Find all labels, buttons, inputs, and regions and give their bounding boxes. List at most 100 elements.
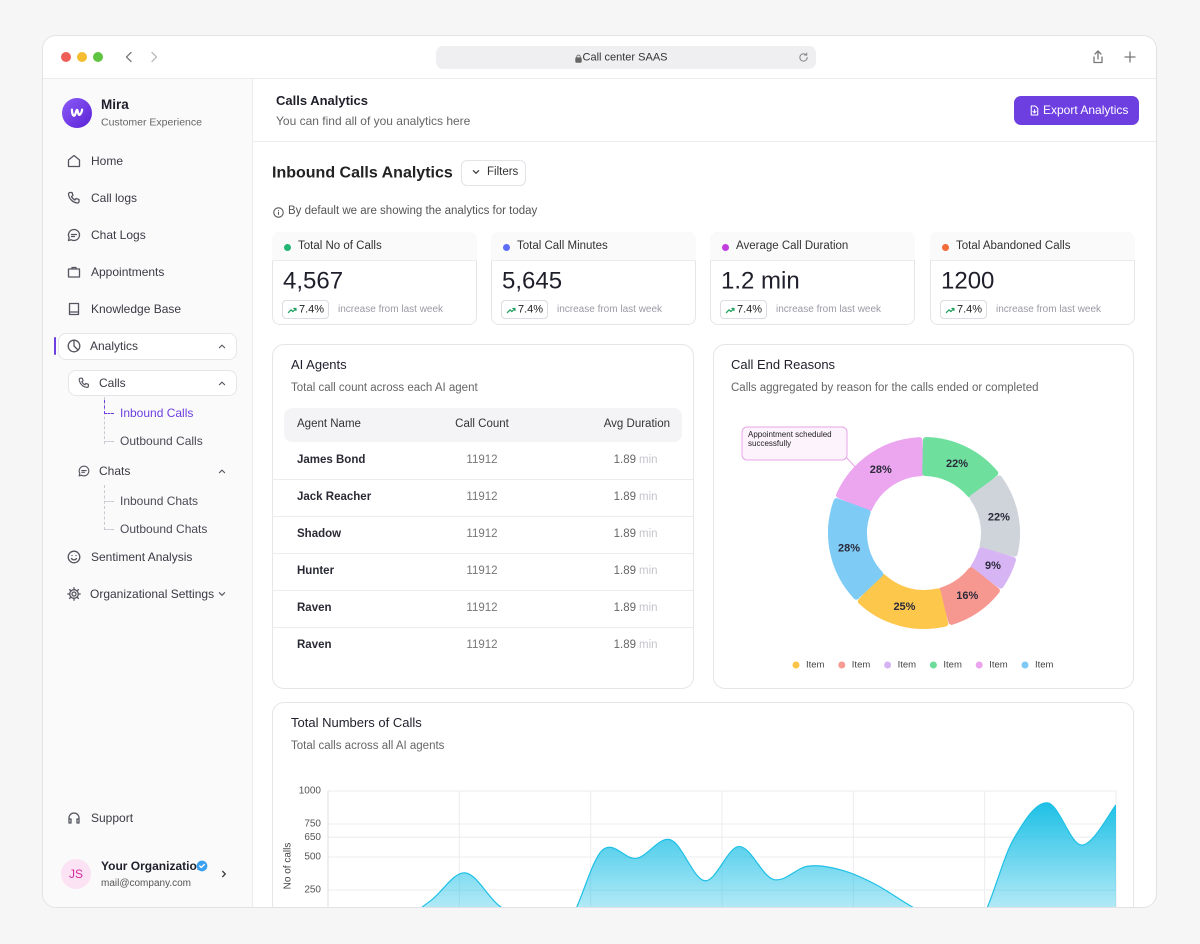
nav-icon bbox=[78, 377, 89, 388]
trend-icon bbox=[725, 307, 735, 313]
nav-item[interactable] bbox=[58, 221, 237, 249]
user-email: mail@company.com bbox=[101, 878, 191, 889]
icon-part bbox=[81, 469, 87, 473]
sub-nav-label[interactable]: Outbound Chats bbox=[120, 521, 208, 536]
reload-icon bbox=[798, 52, 808, 62]
card-title: Call End Reasons bbox=[731, 357, 836, 373]
avatar bbox=[61, 859, 91, 889]
tree-line-active bbox=[104, 400, 105, 414]
icon-part bbox=[798, 52, 808, 62]
chevron-icon bbox=[218, 344, 226, 349]
window-control[interactable] bbox=[77, 52, 87, 62]
brand-subtitle: Customer Experience bbox=[101, 116, 202, 129]
header-divider bbox=[253, 141, 1156, 142]
nav-icon bbox=[68, 302, 80, 316]
nav-icon bbox=[67, 266, 81, 278]
icon-part bbox=[70, 233, 78, 238]
export-button[interactable] bbox=[1014, 96, 1139, 125]
kpi-dot bbox=[284, 244, 291, 251]
support-icon bbox=[68, 812, 80, 824]
lock-icon bbox=[574, 54, 582, 63]
icon-part bbox=[151, 51, 158, 63]
column-header: Avg Duration bbox=[603, 418, 670, 431]
icon-part bbox=[70, 108, 84, 117]
nav-label[interactable]: Organizational Settings bbox=[90, 586, 215, 601]
nav-label: Home bbox=[91, 153, 124, 168]
kpi-note: increase from last week bbox=[996, 304, 1102, 315]
window-control[interactable] bbox=[61, 52, 71, 62]
kpi-change-badge bbox=[282, 300, 329, 319]
url-text: Call center SAAS bbox=[582, 51, 668, 64]
icon-part bbox=[218, 381, 226, 386]
nav-label[interactable]: Sentiment Analysis bbox=[91, 549, 193, 564]
kpi-note: increase from last week bbox=[338, 304, 444, 315]
filter-icon bbox=[472, 169, 480, 175]
icon-part bbox=[1124, 51, 1136, 63]
kpi-label: Total Call Minutes bbox=[517, 240, 608, 253]
avatar-initials: JS bbox=[68, 866, 84, 881]
kpi-change: 7.4% bbox=[957, 303, 983, 316]
card-subtitle: Total call count across each AI agent bbox=[291, 382, 478, 395]
brand-mark bbox=[70, 108, 84, 117]
filters-button[interactable] bbox=[461, 160, 526, 186]
icon-part bbox=[67, 266, 81, 278]
agent-name: Jack Reacher bbox=[297, 491, 372, 504]
avg-duration: 1.89 bbox=[613, 565, 636, 578]
new-tab-icon bbox=[1124, 51, 1136, 63]
nav-icon bbox=[78, 465, 90, 477]
filters-label: Filters bbox=[487, 166, 519, 179]
icon-part bbox=[575, 54, 581, 58]
tree-branch bbox=[104, 413, 114, 414]
sub-nav-label[interactable]: Inbound Calls bbox=[120, 405, 194, 420]
call-count: 11912 bbox=[466, 639, 498, 652]
icon-part bbox=[67, 550, 81, 564]
window-control[interactable] bbox=[93, 52, 103, 62]
column-header: Agent Name bbox=[297, 418, 361, 431]
tree-branch bbox=[104, 529, 114, 530]
kpi-note: increase from last week bbox=[557, 304, 663, 315]
sub-nav-label[interactable]: Outbound Calls bbox=[120, 433, 203, 448]
nav-icon bbox=[67, 587, 81, 601]
icon-part bbox=[221, 870, 227, 878]
nav-item-calls[interactable] bbox=[68, 370, 237, 396]
nav-icon bbox=[67, 191, 80, 204]
kpi-note: increase from last week bbox=[776, 304, 882, 315]
avg-duration: 1.89 bbox=[613, 528, 636, 541]
avg-duration: 1.89 bbox=[613, 639, 636, 652]
agent-name: James Bond bbox=[297, 454, 366, 467]
table-header bbox=[284, 408, 682, 442]
nav-label[interactable]: Support bbox=[91, 810, 134, 825]
icon-part bbox=[472, 169, 480, 175]
call-count: 11912 bbox=[466, 602, 498, 615]
nav-item-analytics[interactable] bbox=[58, 333, 237, 360]
verified-badge bbox=[196, 860, 208, 872]
duration-unit: min bbox=[639, 528, 658, 541]
kpi-card-header bbox=[491, 232, 696, 261]
avg-duration: 1.89 bbox=[613, 602, 636, 615]
icon-part bbox=[506, 307, 516, 313]
info-icon bbox=[272, 206, 284, 218]
nav-label: Appointments bbox=[91, 264, 165, 279]
url-bar[interactable] bbox=[436, 46, 816, 69]
duration-unit: min bbox=[639, 565, 658, 578]
kpi-label: Average Call Duration bbox=[736, 240, 849, 253]
icon-part bbox=[125, 51, 132, 63]
sub-nav-label[interactable]: Inbound Chats bbox=[120, 493, 199, 508]
agent-name: Raven bbox=[297, 602, 332, 615]
icon-part bbox=[574, 56, 582, 63]
kpi-change: 7.4% bbox=[737, 303, 763, 316]
nav-label: Chat Logs bbox=[91, 227, 146, 242]
call-count: 11912 bbox=[466, 565, 498, 578]
nav-item[interactable] bbox=[58, 147, 237, 175]
nav-item[interactable] bbox=[58, 184, 237, 212]
icon-part bbox=[67, 191, 80, 204]
nav-label: Analytics bbox=[90, 338, 139, 353]
nav-label: Chats bbox=[99, 463, 131, 478]
kpi-change: 7.4% bbox=[518, 303, 544, 316]
kpi-change: 7.4% bbox=[299, 303, 325, 316]
icon-part bbox=[70, 554, 78, 561]
kpi-card-header bbox=[272, 232, 477, 261]
icon-part bbox=[67, 228, 81, 242]
chart-card bbox=[713, 344, 1134, 689]
kpi-label: Total No of Calls bbox=[298, 240, 382, 253]
